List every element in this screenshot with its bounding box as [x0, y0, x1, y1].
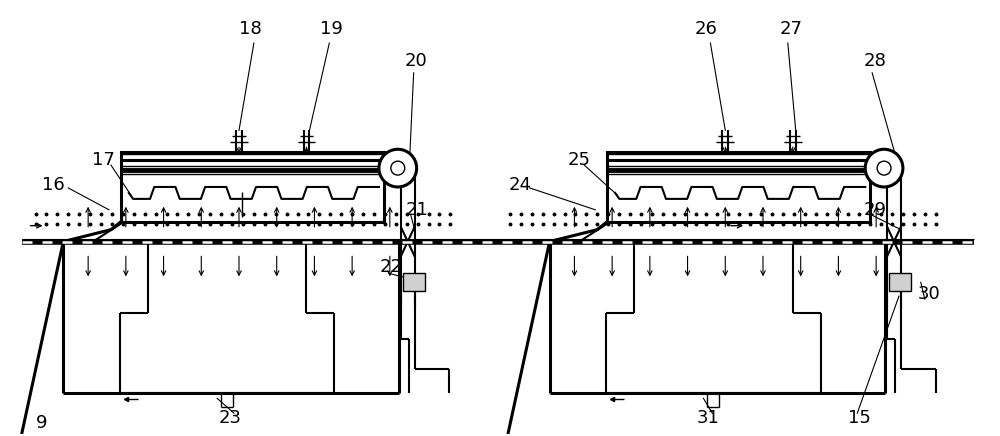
Text: 22: 22: [379, 259, 402, 276]
Text: 21: 21: [405, 201, 428, 219]
Bar: [121, 152, 384, 221]
Text: 30: 30: [917, 285, 940, 303]
Text: 9: 9: [36, 414, 47, 432]
Text: 20: 20: [404, 52, 427, 70]
Circle shape: [379, 149, 417, 187]
Circle shape: [865, 149, 903, 187]
Text: 31: 31: [697, 409, 720, 427]
Text: 15: 15: [848, 409, 871, 427]
Circle shape: [391, 161, 405, 175]
Text: 16: 16: [42, 176, 65, 194]
Text: 25: 25: [568, 151, 591, 169]
Bar: [889, 273, 911, 291]
Text: 23: 23: [219, 409, 242, 427]
Bar: [607, 152, 870, 221]
Text: 28: 28: [864, 52, 887, 70]
Text: 24: 24: [508, 176, 531, 194]
Text: 18: 18: [239, 20, 261, 38]
Text: 26: 26: [695, 20, 718, 38]
Bar: [403, 273, 425, 291]
Circle shape: [877, 161, 891, 175]
Text: 27: 27: [779, 20, 802, 38]
Text: 29: 29: [864, 201, 887, 219]
Text: 17: 17: [92, 151, 114, 169]
Text: 19: 19: [320, 20, 343, 38]
